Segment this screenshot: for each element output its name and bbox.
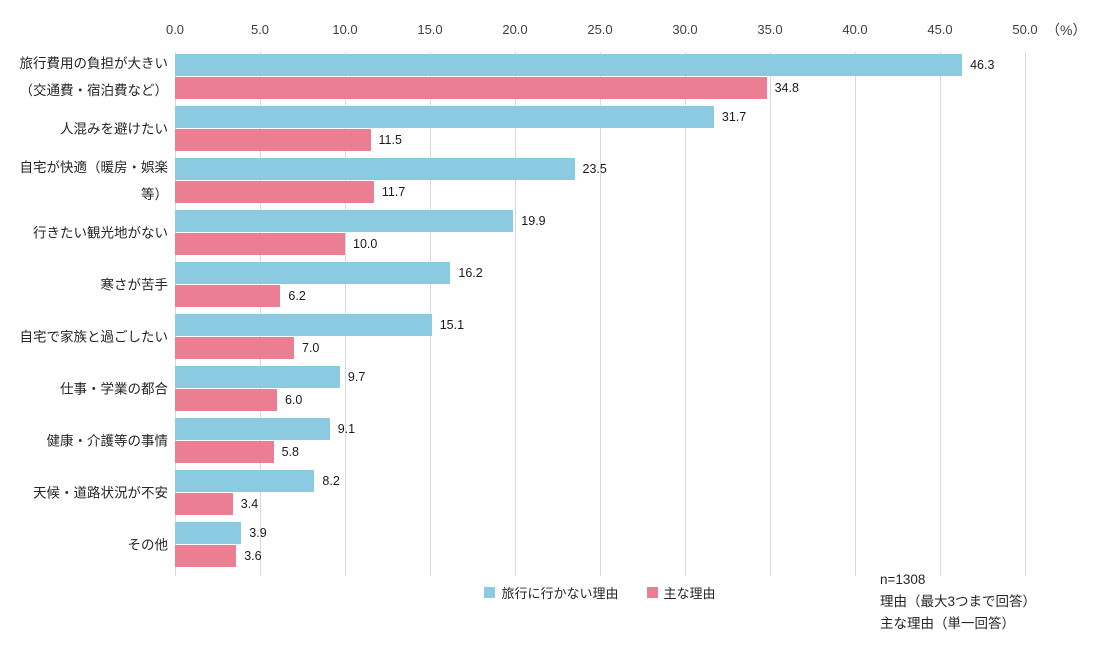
value-label: 46.3 bbox=[970, 58, 995, 72]
x-axis-tick: 45.0 bbox=[927, 22, 953, 37]
bar-main-reason bbox=[175, 337, 294, 359]
category-label: 寒さが苦手 bbox=[100, 277, 169, 293]
legend: 旅行に行かない理由 主な理由 bbox=[175, 583, 1025, 602]
category-label: 自宅が快適（暖房・娯楽等） bbox=[19, 160, 169, 202]
bar-reason bbox=[175, 210, 514, 232]
value-label: 8.2 bbox=[322, 474, 340, 488]
value-label: 3.9 bbox=[249, 526, 267, 540]
gridline bbox=[770, 52, 771, 576]
bar-reason bbox=[175, 54, 963, 76]
legend-label-reason: 旅行に行かない理由 bbox=[501, 586, 619, 601]
bar-main-reason bbox=[175, 545, 237, 567]
value-label: 11.7 bbox=[381, 185, 406, 199]
x-axis-tick: 5.0 bbox=[250, 22, 270, 37]
bar-main-reason bbox=[175, 181, 374, 203]
gridline bbox=[940, 52, 941, 576]
gridline bbox=[685, 52, 686, 576]
category-label: 仕事・学業の都合 bbox=[60, 381, 168, 397]
x-axis-tick: 10.0 bbox=[332, 22, 358, 37]
value-label: 9.7 bbox=[347, 370, 366, 384]
value-label: 11.5 bbox=[378, 133, 402, 147]
value-label: 6.2 bbox=[288, 289, 306, 303]
category-label: 自宅で家族と過ごしたい bbox=[19, 329, 169, 345]
x-axis-tick: 25.0 bbox=[587, 22, 613, 37]
x-axis-tick: 0.0 bbox=[165, 22, 185, 37]
note-sample-size: n=1308 bbox=[880, 572, 926, 587]
note-reason-rule: 理由（最大3つまで回答） bbox=[880, 594, 1037, 609]
value-label: 19.9 bbox=[521, 214, 546, 228]
bar-reason bbox=[175, 158, 575, 180]
bar-main-reason bbox=[175, 441, 274, 463]
x-axis-tick: 20.0 bbox=[502, 22, 528, 37]
legend-item-reason: 旅行に行かない理由 bbox=[484, 583, 619, 602]
bar-main-reason bbox=[175, 493, 233, 515]
value-label: 7.0 bbox=[302, 341, 320, 355]
category-label: 旅行費用の負担が大きい （交通費・宿泊費など） bbox=[19, 56, 169, 98]
category-label: その他 bbox=[127, 537, 169, 553]
category-label: 人混みを避けたい bbox=[60, 121, 168, 137]
survey-notes: n=1308 理由（最大3つまで回答） 主な理由（単一回答） bbox=[880, 569, 1036, 635]
bar-reason bbox=[175, 366, 340, 388]
value-label: 31.7 bbox=[721, 110, 747, 124]
category-label: 行きたい観光地がない bbox=[33, 225, 168, 241]
bar-main-reason bbox=[175, 285, 281, 307]
value-label: 10.0 bbox=[353, 237, 378, 251]
x-axis-tick: 50.0 bbox=[1012, 22, 1038, 37]
bar-reason bbox=[175, 418, 330, 440]
note-main-reason-rule: 主な理由（単一回答） bbox=[880, 616, 1015, 631]
value-label: 3.4 bbox=[240, 497, 259, 511]
value-label: 5.8 bbox=[281, 445, 299, 459]
bar-reason bbox=[175, 314, 432, 336]
bar-reason bbox=[175, 522, 242, 544]
unit-label: （%） bbox=[1046, 22, 1087, 38]
value-label: 15.1 bbox=[439, 318, 465, 332]
x-axis-tick: 40.0 bbox=[842, 22, 868, 37]
value-label: 16.2 bbox=[458, 266, 483, 280]
bar-main-reason bbox=[175, 389, 277, 411]
legend-swatch-reason-icon bbox=[484, 587, 496, 598]
value-label: 6.0 bbox=[285, 393, 303, 407]
bar-reason bbox=[175, 470, 315, 492]
category-label: 健康・介護等の事情 bbox=[46, 433, 169, 449]
bar-main-reason bbox=[175, 233, 345, 255]
x-axis-tick: 30.0 bbox=[672, 22, 698, 37]
value-label: 3.6 bbox=[244, 549, 262, 563]
x-axis-tick: 35.0 bbox=[757, 22, 783, 37]
gridline bbox=[855, 52, 856, 576]
bar-main-reason bbox=[175, 77, 767, 99]
bar-reason bbox=[175, 106, 714, 128]
value-label: 34.8 bbox=[774, 81, 799, 95]
legend-label-main-reason: 主な理由 bbox=[663, 586, 716, 601]
category-label: 天候・道路状況が不安 bbox=[33, 485, 168, 501]
bar-reason bbox=[175, 262, 451, 284]
bar-main-reason bbox=[175, 129, 371, 151]
x-axis-tick: 15.0 bbox=[417, 22, 443, 37]
legend-swatch-main-reason-icon bbox=[646, 587, 658, 598]
value-label: 9.1 bbox=[337, 422, 356, 436]
gridline bbox=[1025, 52, 1026, 576]
value-label: 23.5 bbox=[582, 162, 607, 176]
gridline bbox=[515, 52, 516, 576]
legend-item-main-reason: 主な理由 bbox=[646, 583, 716, 602]
gridline bbox=[600, 52, 601, 576]
